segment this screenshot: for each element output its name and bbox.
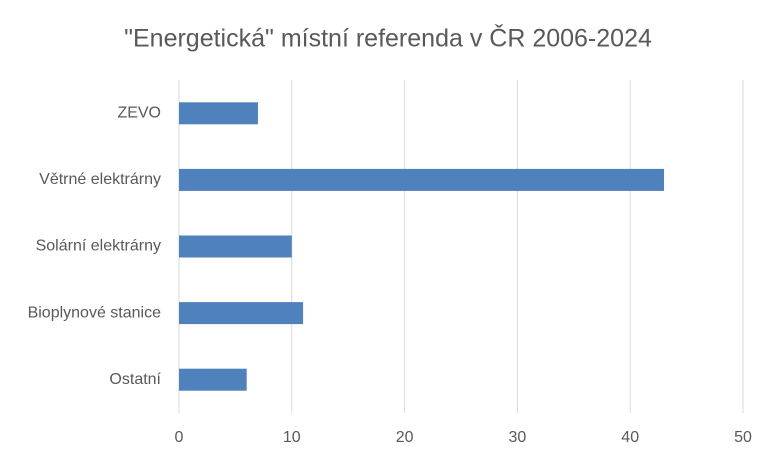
bar xyxy=(179,235,292,258)
bar xyxy=(179,302,304,325)
x-tick-label: 20 xyxy=(396,429,414,446)
x-tick-label: 40 xyxy=(621,429,639,446)
bar xyxy=(179,368,247,391)
x-tick-label: 0 xyxy=(175,429,184,446)
y-tick-label: Bioplynové stanice xyxy=(28,304,162,321)
y-tick-label: Solární elektrárny xyxy=(36,238,161,255)
bar xyxy=(179,102,258,125)
x-tick-label: 30 xyxy=(509,429,527,446)
y-tick-label: Ostatní xyxy=(109,371,161,388)
x-tick-label: 50 xyxy=(734,429,752,446)
chart-title: "Energetická" místní referenda v ČR 2006… xyxy=(124,24,652,53)
y-tick-label: ZEVO xyxy=(117,105,161,122)
y-tick-label: Větrné elektrárny xyxy=(39,171,161,188)
x-tick-label: 10 xyxy=(283,429,301,446)
bar xyxy=(179,168,665,191)
